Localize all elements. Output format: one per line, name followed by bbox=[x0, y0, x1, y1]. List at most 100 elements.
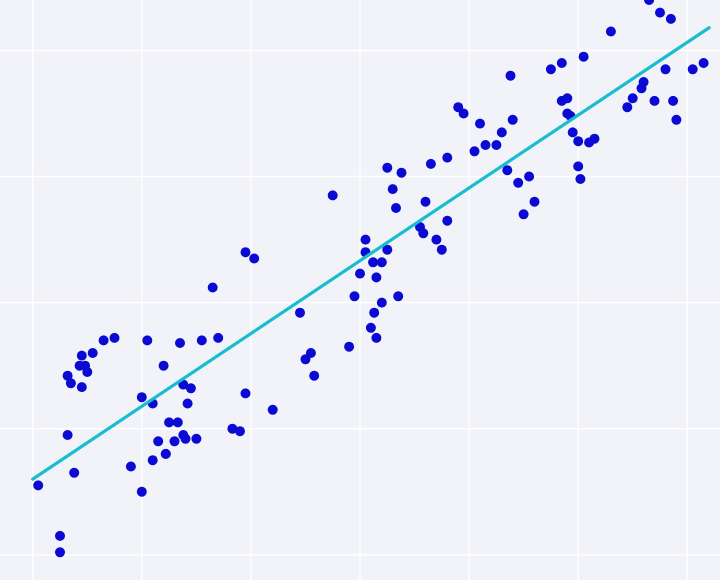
data-point bbox=[382, 162, 393, 173]
data-point bbox=[458, 108, 469, 119]
data-point bbox=[153, 436, 164, 447]
data-point bbox=[169, 436, 180, 447]
data-point bbox=[175, 338, 185, 348]
data-point bbox=[235, 426, 245, 437]
data-point bbox=[562, 93, 573, 104]
data-point bbox=[82, 367, 93, 377]
data-point bbox=[136, 486, 147, 497]
data-point bbox=[87, 348, 98, 358]
data-point bbox=[431, 234, 442, 245]
trendline bbox=[31, 26, 711, 481]
data-point bbox=[349, 291, 360, 302]
data-point bbox=[142, 335, 153, 346]
data-point bbox=[556, 58, 567, 68]
data-point bbox=[172, 417, 183, 428]
data-point bbox=[418, 228, 429, 239]
data-point bbox=[185, 383, 196, 394]
data-point bbox=[420, 196, 431, 207]
data-point bbox=[491, 140, 502, 150]
data-point bbox=[305, 348, 316, 358]
data-point bbox=[578, 51, 589, 62]
data-point bbox=[376, 297, 387, 308]
data-point bbox=[249, 253, 260, 264]
data-point bbox=[496, 127, 507, 138]
data-point bbox=[368, 257, 379, 268]
data-point bbox=[376, 257, 387, 268]
data-point bbox=[575, 174, 586, 184]
data-point bbox=[442, 152, 453, 163]
data-point bbox=[507, 114, 518, 125]
data-point bbox=[213, 332, 224, 343]
data-point bbox=[573, 136, 584, 147]
data-point bbox=[469, 146, 480, 157]
data-point bbox=[55, 530, 65, 541]
data-point bbox=[442, 215, 453, 226]
data-point bbox=[393, 291, 404, 302]
data-point bbox=[391, 203, 401, 213]
data-point bbox=[147, 455, 158, 466]
data-point bbox=[371, 332, 382, 343]
data-point bbox=[125, 461, 136, 472]
data-point bbox=[55, 547, 65, 558]
data-point bbox=[160, 448, 171, 459]
data-point bbox=[668, 95, 679, 106]
data-point bbox=[480, 140, 491, 150]
data-point bbox=[687, 64, 698, 75]
data-point bbox=[382, 244, 393, 255]
data-point bbox=[180, 433, 191, 444]
data-point bbox=[649, 95, 660, 106]
data-point bbox=[502, 165, 513, 176]
data-point bbox=[425, 158, 436, 169]
data-point bbox=[240, 388, 251, 399]
data-point bbox=[164, 417, 175, 428]
data-point bbox=[76, 350, 87, 361]
data-point bbox=[627, 93, 638, 104]
data-point bbox=[622, 102, 633, 113]
data-point bbox=[436, 244, 447, 255]
data-point bbox=[605, 26, 616, 37]
data-points bbox=[33, 0, 709, 558]
data-point bbox=[567, 127, 578, 138]
data-point bbox=[665, 13, 676, 24]
data-point bbox=[518, 209, 529, 220]
data-point bbox=[76, 382, 87, 393]
data-point bbox=[62, 370, 73, 381]
data-point bbox=[524, 171, 535, 182]
data-point bbox=[660, 64, 671, 75]
data-point bbox=[360, 234, 371, 245]
data-point bbox=[98, 335, 109, 346]
data-point bbox=[475, 118, 485, 129]
data-point bbox=[655, 7, 665, 18]
data-point bbox=[671, 114, 682, 125]
data-point bbox=[196, 335, 207, 346]
data-point bbox=[327, 190, 338, 201]
data-point bbox=[69, 467, 80, 478]
data-point bbox=[207, 282, 218, 293]
data-point bbox=[227, 423, 238, 434]
data-point bbox=[513, 177, 524, 188]
data-point bbox=[33, 480, 44, 491]
trendline-layer bbox=[31, 26, 711, 481]
data-point bbox=[545, 64, 556, 75]
data-point bbox=[136, 392, 147, 403]
data-point bbox=[65, 378, 76, 389]
data-point bbox=[191, 433, 202, 444]
data-point bbox=[369, 307, 380, 318]
data-point bbox=[295, 307, 305, 318]
data-point bbox=[309, 370, 320, 381]
data-point bbox=[505, 70, 516, 81]
data-point bbox=[267, 404, 278, 415]
data-point bbox=[573, 161, 584, 172]
data-point bbox=[698, 58, 709, 68]
data-point bbox=[387, 184, 398, 195]
data-point bbox=[365, 322, 376, 333]
data-point bbox=[638, 77, 649, 87]
data-point bbox=[182, 398, 193, 409]
data-point bbox=[109, 332, 120, 343]
data-point bbox=[355, 268, 365, 279]
data-point bbox=[396, 167, 407, 178]
data-point bbox=[644, 0, 655, 5]
data-point bbox=[589, 133, 600, 144]
